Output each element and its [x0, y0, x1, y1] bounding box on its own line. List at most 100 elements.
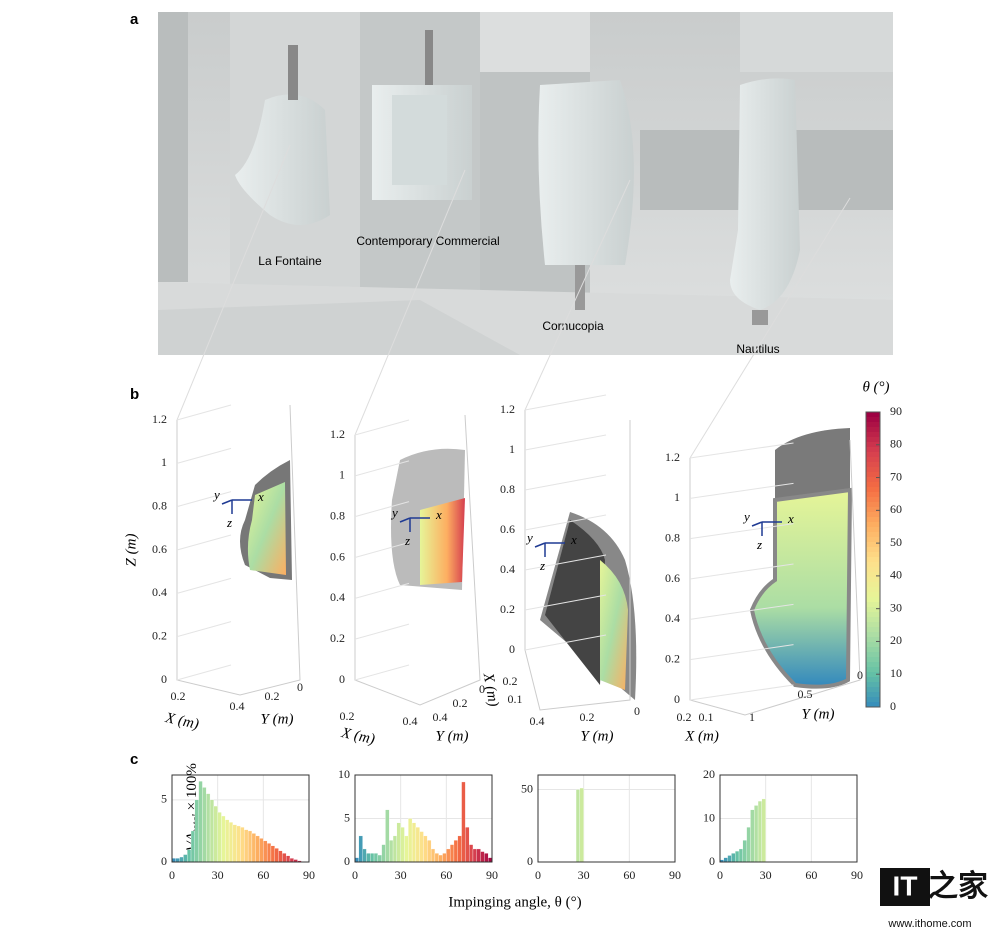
x-tick-label: 0.4	[230, 699, 245, 713]
colorbar-segment	[866, 602, 880, 608]
colorbar-segment	[866, 617, 880, 623]
x-tick-label: 90	[486, 868, 498, 882]
watermark-url: www.ithome.com	[887, 918, 971, 930]
grid-line	[354, 664, 410, 681]
histogram-bar	[738, 848, 743, 863]
y-axis-label: Y (m)	[581, 728, 614, 744]
histogram-bar	[190, 830, 195, 863]
grid-line	[524, 594, 607, 611]
histogram-bar	[381, 844, 386, 863]
model-label: Nautilus	[736, 342, 779, 356]
grid-line	[176, 447, 232, 464]
x-tick-label: 0.2	[340, 709, 355, 723]
colorbar-tick-label: 40	[890, 568, 902, 582]
grid-line	[689, 563, 794, 580]
colorbar-segment	[866, 532, 880, 538]
z-tick-label: 1	[674, 490, 680, 504]
histogram-bar	[385, 809, 390, 863]
histogram-bar	[236, 825, 241, 863]
axes-frame	[537, 774, 676, 863]
colorbar-segment	[866, 662, 880, 668]
histogram-bar	[251, 833, 256, 863]
x-tick-label: 0	[535, 868, 541, 882]
model-label: Contemporary Commercial	[356, 234, 499, 248]
triad-label: y	[390, 505, 398, 520]
colorbar-segment	[866, 512, 880, 518]
render	[158, 12, 893, 355]
panel-label: c	[130, 751, 138, 768]
colorbar-segment	[866, 667, 880, 673]
grid-line	[176, 534, 232, 551]
histogram-bar	[735, 850, 740, 863]
y-tick-label: 0	[161, 854, 167, 868]
y-tick-label: 50	[521, 781, 533, 795]
colorbar-segment	[866, 502, 880, 508]
x-tick-label: 0.2	[677, 710, 692, 724]
axes-frame	[719, 774, 858, 863]
histogram-bar	[423, 835, 428, 863]
histogram-bar	[742, 840, 747, 863]
x-tick-label: 30	[578, 868, 590, 882]
histogram-bar	[198, 781, 203, 863]
histogram-bar	[434, 853, 439, 863]
x-axis-label: Impinging angle, θ (°)	[448, 894, 581, 910]
z-tick-label: 1	[509, 442, 515, 456]
grid-line	[354, 460, 410, 477]
grid-line	[689, 644, 794, 661]
triad-label: z	[404, 533, 410, 548]
histogram-bar	[731, 853, 736, 863]
histogram-bar	[206, 793, 211, 863]
z-tick-label: 0.6	[500, 522, 515, 536]
x-axis-label: X (m)	[684, 728, 719, 744]
colorbar-segment	[866, 562, 880, 568]
colorbar-tick-label: 90	[890, 404, 902, 418]
box-edge	[689, 197, 851, 459]
histogram-bar	[247, 830, 253, 863]
x-tick-label: 60	[623, 868, 635, 882]
histogram-bar	[449, 844, 455, 863]
histogram-bar	[396, 822, 401, 863]
histogram-bar	[761, 798, 766, 863]
histogram-bar	[221, 815, 226, 863]
colorbar-segment	[866, 607, 880, 613]
z-tick-label: 0	[339, 672, 345, 686]
colorbar-tick-label: 0	[890, 699, 896, 713]
triad-label: z	[539, 558, 545, 573]
grid-line	[176, 577, 232, 594]
box-edge	[354, 169, 466, 436]
histogram-bar	[392, 835, 398, 863]
x-tick-label: 30	[395, 868, 407, 882]
z-tick-label: 0.8	[665, 530, 680, 544]
y-axis-label: Y (m)	[802, 706, 835, 722]
colorbar-segment	[866, 627, 880, 633]
grid-line	[524, 474, 607, 491]
colorbar-segment	[866, 572, 880, 578]
x-tick-label: 0.4	[403, 714, 418, 728]
grid-line	[524, 394, 607, 411]
colorbar-title: θ (°)	[862, 379, 889, 395]
z-tick-label: 0.4	[500, 562, 515, 576]
grid-line	[689, 684, 794, 701]
x-tick-label: 0	[717, 868, 723, 882]
histogram-bar	[255, 835, 260, 863]
histogram-bar	[377, 854, 382, 863]
triad-label: y	[212, 487, 220, 502]
box-edge	[524, 179, 631, 411]
colorbar-segment	[866, 682, 880, 688]
colorbar-segment	[866, 547, 880, 553]
colorbar-tick-label: 60	[890, 502, 902, 516]
histogram-bar	[476, 848, 481, 863]
x-tick-label: 0.2	[503, 674, 518, 688]
histogram-bar	[183, 854, 188, 863]
colorbar-segment	[866, 527, 880, 533]
triad-label: x	[570, 532, 577, 547]
grid-line	[176, 404, 232, 421]
axes-frame	[171, 774, 310, 863]
surface-shapes	[240, 428, 853, 700]
grid-line	[689, 442, 794, 459]
histogram-bar	[438, 854, 443, 863]
histogram-bar	[286, 855, 291, 863]
colorbar-segment	[866, 422, 880, 428]
colorbar-segment	[866, 577, 880, 583]
z-tick-label: 1.2	[152, 412, 167, 426]
